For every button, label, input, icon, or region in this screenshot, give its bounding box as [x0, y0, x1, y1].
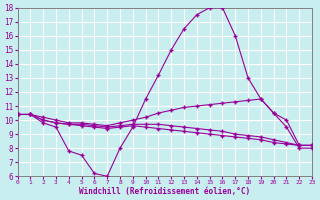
X-axis label: Windchill (Refroidissement éolien,°C): Windchill (Refroidissement éolien,°C) [79, 187, 250, 196]
